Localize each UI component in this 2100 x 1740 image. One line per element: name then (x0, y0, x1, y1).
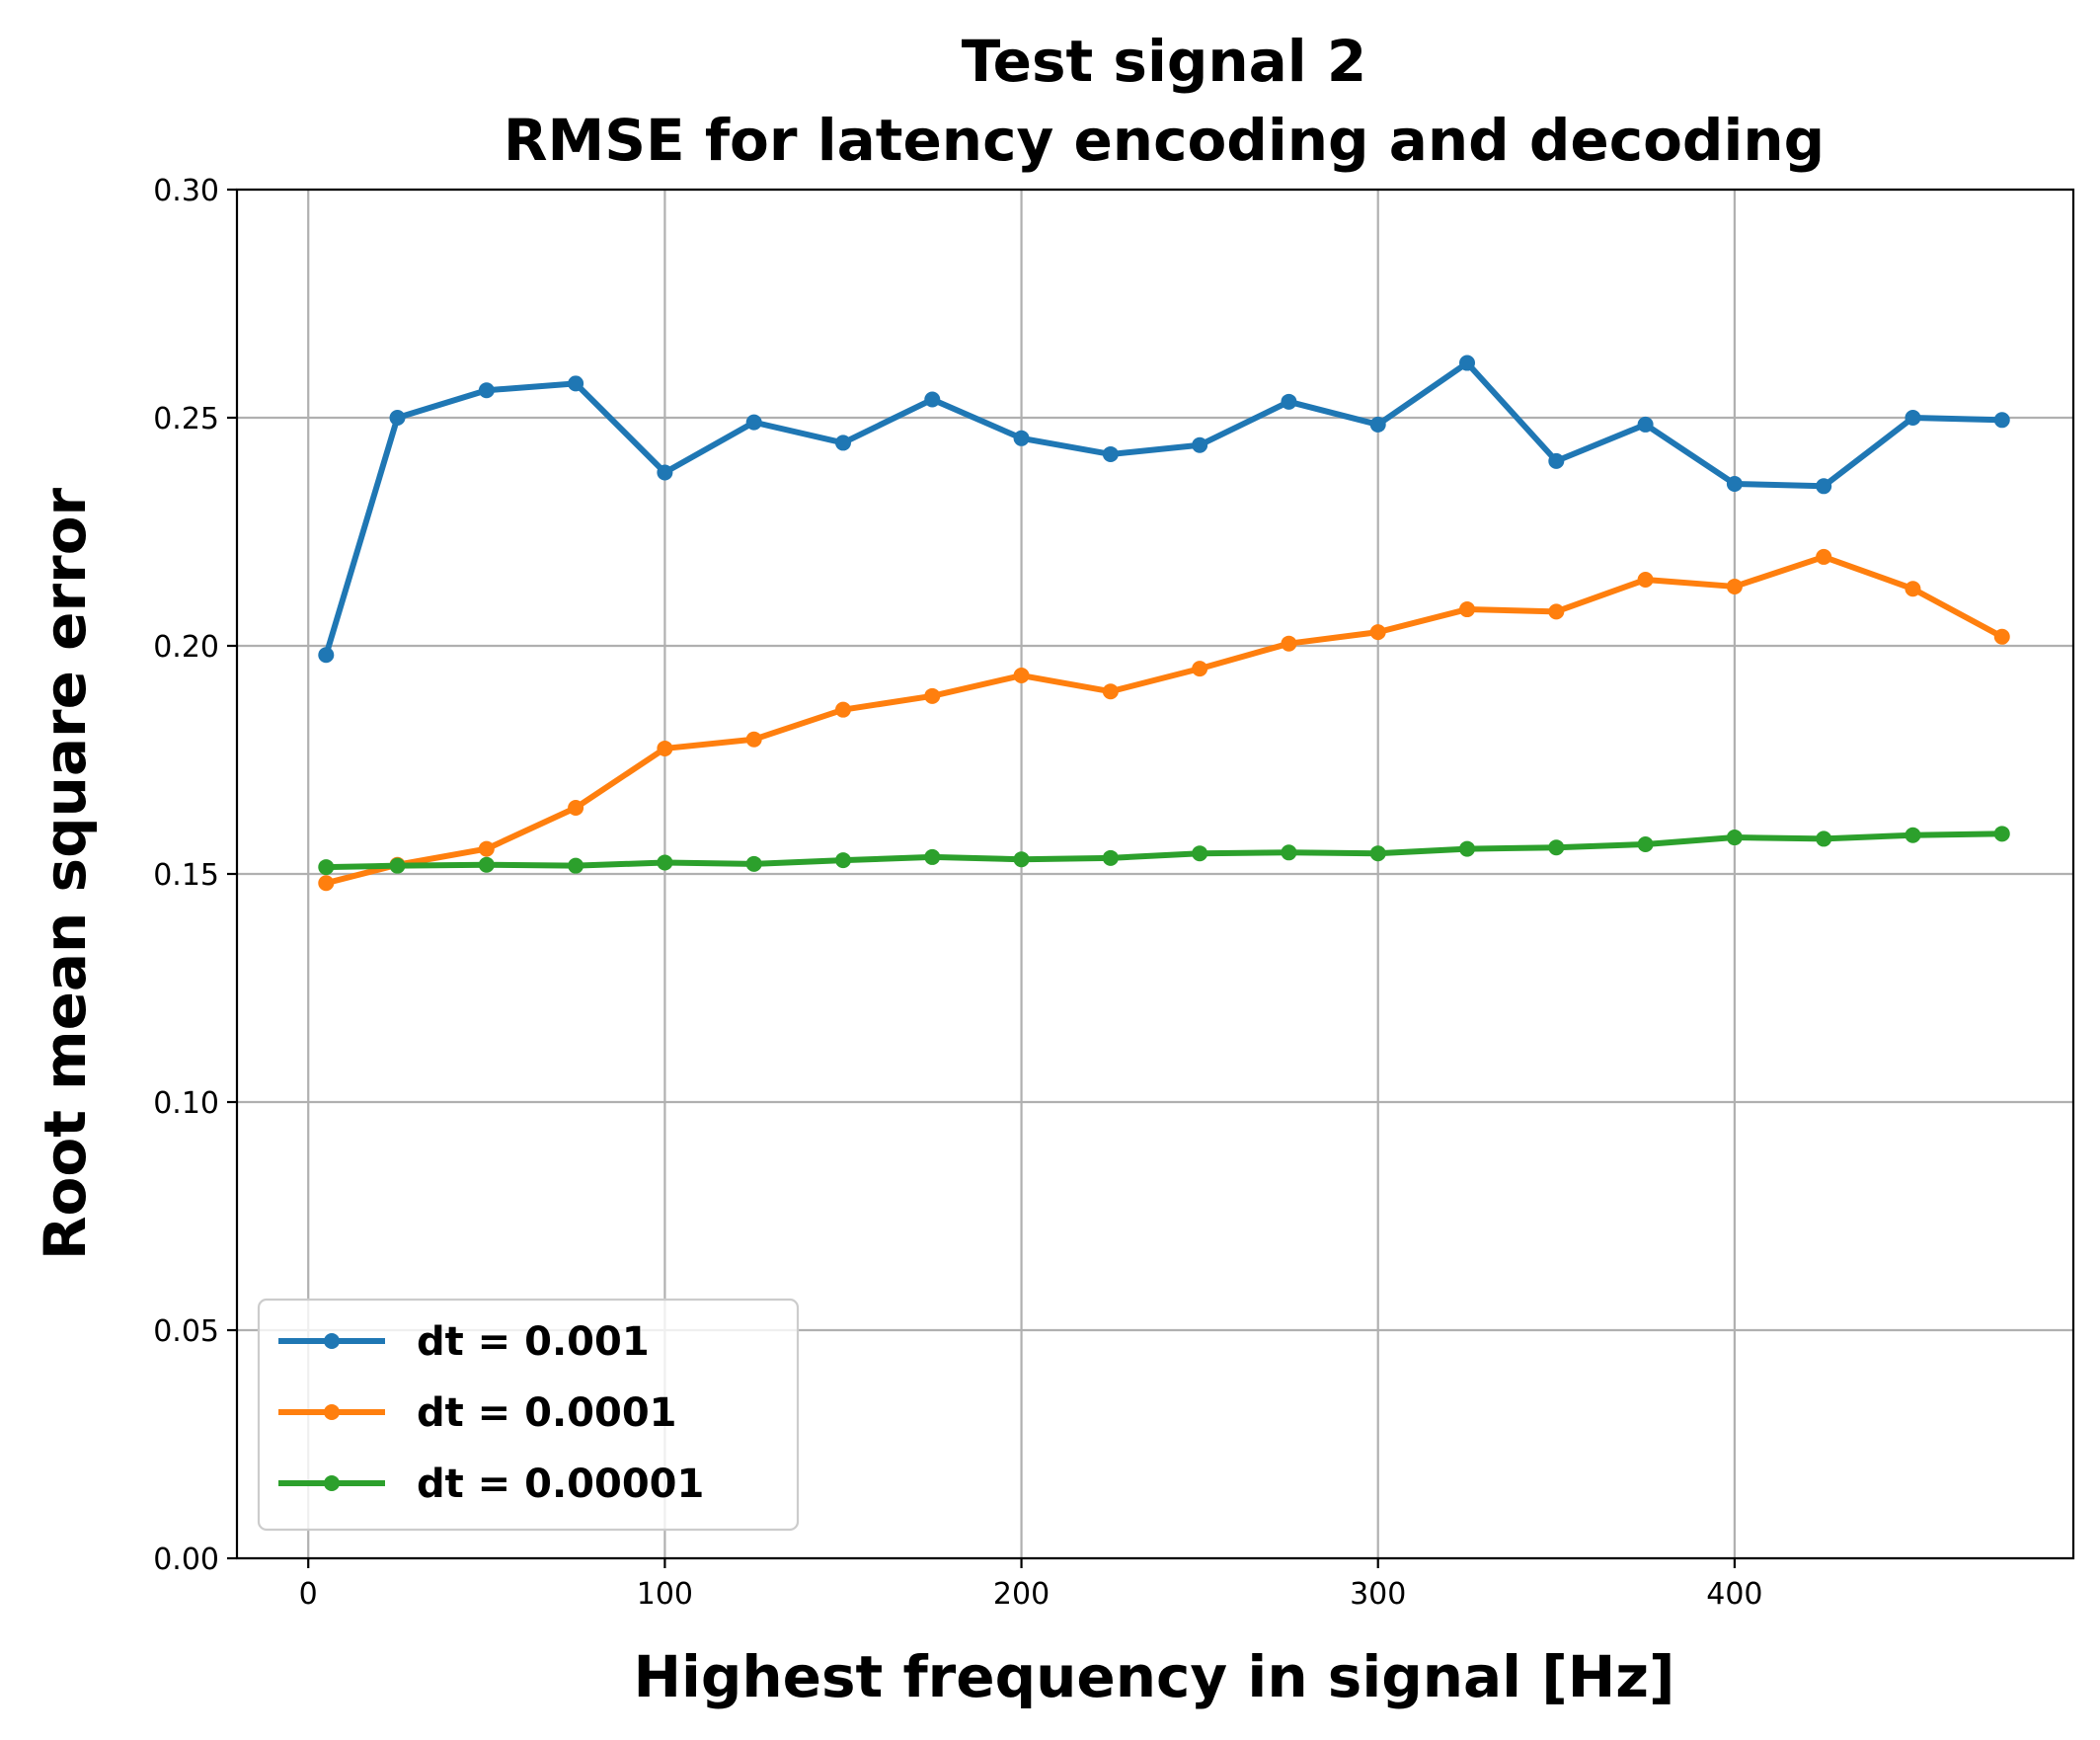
data-point (1816, 548, 1832, 565)
data-point (389, 857, 406, 874)
data-point (478, 840, 495, 857)
legend: dt = 0.001 dt = 0.0001 dt = 0.00001 (257, 1298, 800, 1532)
data-point (1102, 445, 1119, 462)
data-point (1637, 416, 1654, 433)
legend-entry: dt = 0.001 (278, 1319, 650, 1365)
x-tick-label: 0 (299, 1577, 318, 1612)
data-point (1459, 840, 1476, 857)
data-point (1102, 683, 1119, 700)
data-point (745, 414, 762, 431)
data-point (1726, 475, 1743, 492)
data-point (1905, 581, 1921, 597)
chart-title-line1: Test signal 2 (962, 28, 1366, 95)
legend-label: dt = 0.001 (417, 1319, 650, 1365)
data-point (1192, 845, 1208, 862)
y-tick-label: 0.15 (153, 858, 219, 893)
data-point (657, 464, 673, 481)
data-point (478, 382, 495, 399)
data-point (318, 859, 335, 876)
y-tick-label: 0.25 (153, 402, 219, 436)
data-point (1905, 410, 1921, 426)
legend-marker (324, 1333, 340, 1349)
series-line (322, 359, 2005, 659)
data-point (834, 852, 851, 869)
data-point (745, 855, 762, 872)
series-line (323, 830, 2005, 871)
data-point (1993, 628, 2010, 645)
data-point (1459, 355, 1476, 371)
data-point (1905, 827, 1921, 843)
data-point (318, 875, 335, 892)
y-tick-label: 0.10 (153, 1086, 219, 1121)
x-tick-label: 100 (637, 1577, 693, 1612)
data-point (834, 701, 851, 718)
x-tick-label: 200 (993, 1577, 1050, 1612)
ticks: 0 100 200 300 400 0.00 0.05 0.10 0.15 0.20 0.25 0.3… (153, 174, 1762, 1612)
data-point (1993, 412, 2010, 429)
data-point (1548, 839, 1565, 856)
series-3 (318, 826, 2010, 876)
legend-entry: dt = 0.00001 (278, 1462, 704, 1507)
data-point (1993, 826, 2010, 842)
x-axis-label: Highest frequency in signal [Hz] (633, 1643, 1674, 1710)
y-tick-label: 0.30 (153, 174, 219, 208)
data-point (478, 856, 495, 873)
legend-box (257, 1298, 800, 1532)
data-point (1816, 830, 1832, 847)
x-tick-label: 300 (1350, 1577, 1406, 1612)
data-point (745, 731, 762, 748)
legend-label: dt = 0.0001 (417, 1390, 676, 1436)
data-point (1281, 844, 1297, 861)
data-point (1013, 668, 1030, 684)
data-point (568, 857, 584, 874)
data-point (1369, 624, 1386, 641)
data-point (1013, 851, 1030, 868)
data-point (1816, 478, 1832, 495)
data-point (1548, 603, 1565, 620)
data-point (1013, 430, 1030, 446)
data-point (924, 391, 941, 408)
data-point (1726, 578, 1743, 594)
series-1 (318, 355, 2010, 664)
data-point (1281, 635, 1297, 652)
y-tick-label: 0.05 (153, 1314, 219, 1349)
y-axis-label: Root mean square error (32, 487, 99, 1260)
data-point (568, 800, 584, 817)
data-point (924, 848, 941, 865)
legend-label: dt = 0.00001 (417, 1462, 704, 1507)
legend-entry: dt = 0.0001 (278, 1390, 676, 1436)
data-point (1192, 661, 1208, 677)
data-point (568, 375, 584, 392)
data-point (389, 410, 406, 426)
data-point (924, 687, 941, 704)
data-point (657, 854, 673, 871)
data-point (834, 435, 851, 451)
x-tick-label: 400 (1706, 1577, 1762, 1612)
data-point (1637, 572, 1654, 589)
data-point (1369, 845, 1386, 862)
data-point (1102, 849, 1119, 866)
data-point (1726, 830, 1743, 846)
data-point (1192, 436, 1208, 453)
data-point (1459, 601, 1476, 618)
data-point (1369, 416, 1386, 433)
series-line (322, 553, 2006, 887)
series-2 (318, 548, 2010, 892)
chart-title-line2: RMSE for latency encoding and decoding (504, 107, 1825, 174)
grid (237, 188, 2073, 1560)
y-tick-label: 0.00 (153, 1542, 219, 1577)
data-point (1637, 835, 1654, 852)
y-tick-label: 0.20 (153, 630, 219, 665)
data-point (657, 740, 673, 756)
legend-marker (324, 1404, 340, 1420)
data-point (318, 647, 335, 664)
data-point (1281, 393, 1297, 410)
legend-marker (324, 1475, 340, 1491)
series-layer (318, 355, 2010, 892)
data-point (1548, 452, 1565, 469)
